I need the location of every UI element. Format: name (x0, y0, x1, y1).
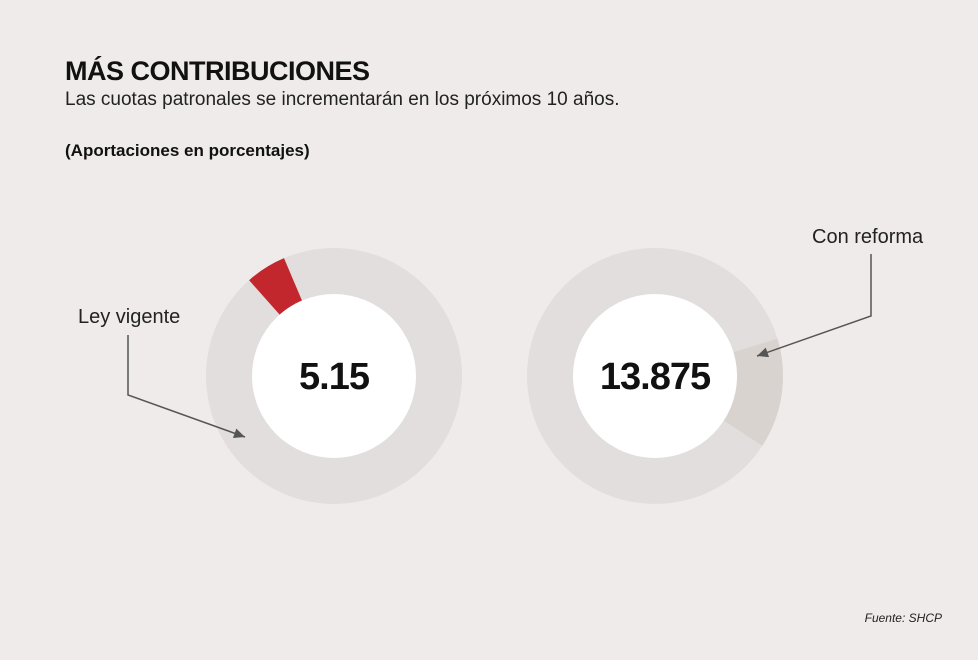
chart-title: MÁS CONTRIBUCIONES (65, 56, 370, 86)
callout-ley-vigente: Ley vigente (78, 306, 180, 328)
chart-subtitle: Las cuotas patronales se incrementarán e… (65, 89, 620, 110)
donut-con-reforma: 13.875 Con reforma (527, 226, 924, 504)
donut-ley-vigente: 5.15 Ley vigente (78, 248, 462, 504)
slice-con-reforma (723, 338, 784, 446)
leader-line-con-reforma (756, 254, 872, 357)
callout-con-reforma: Con reforma (812, 226, 924, 248)
center-value-ley-vigente: 5.15 (299, 356, 370, 398)
unit-label: (Aportaciones en porcentajes) (65, 141, 310, 160)
donut-hole (573, 294, 737, 458)
slice-ley-vigente (249, 258, 302, 315)
source-note: Fuente: SHCP (864, 611, 942, 625)
arrowhead-icon (232, 428, 245, 438)
donut-hole (252, 294, 416, 458)
center-value-con-reforma: 13.875 (600, 356, 711, 398)
arrowhead-icon (757, 347, 770, 358)
leader-line-ley-vigente (127, 335, 246, 438)
